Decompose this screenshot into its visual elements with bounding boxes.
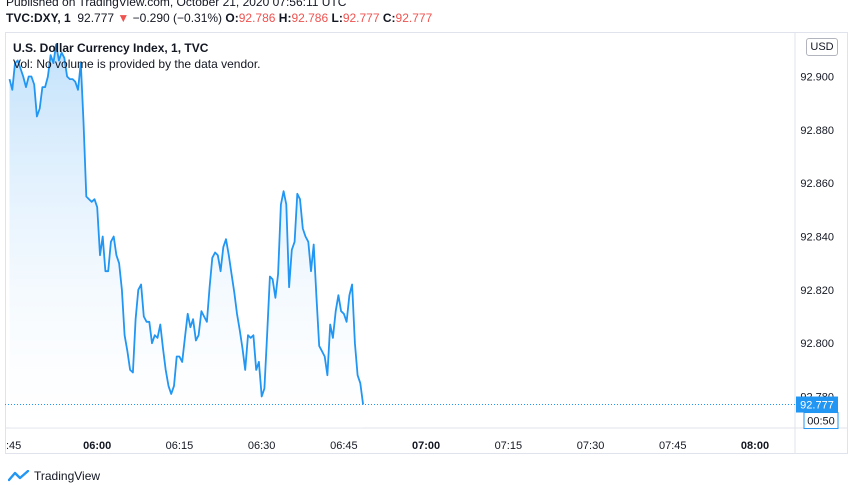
published-line: Published on TradingView.com, October 21… [6,0,347,9]
tradingview-logo-icon [8,470,30,482]
x-tick-label: 06:45 [330,440,358,452]
change-value: −0.290 (−0.31%) [132,11,223,25]
ohlc-bar: TVC:DXY, 1 92.777 ▼ −0.290 (−0.31%) O:92… [6,11,432,25]
price-line [8,43,364,405]
x-tick-label: 06:15 [166,440,194,452]
down-arrow-icon: ▼ [117,11,130,25]
high-value: 92.786 [291,11,329,25]
y-tick-label: 92.820 [800,285,834,297]
y-tick-label: 92.900 [800,71,834,83]
close-value: 92.777 [395,11,433,25]
countdown-label: 00:50 [803,412,839,430]
branding[interactable]: TradingView [8,469,100,483]
y-tick-label: 92.860 [800,178,834,190]
x-tick-label: 06:30 [248,440,276,452]
x-tick-label: 07:30 [577,440,605,452]
x-tick-label: 08:00 [741,440,769,452]
x-tick-label: 06:00 [83,440,111,452]
branding-name: TradingView [34,469,101,483]
x-tick-label: 07:15 [495,440,523,452]
high-label: H: [278,11,292,25]
chart-frame [5,32,848,454]
x-tick-label: 07:00 [412,440,440,452]
price-area-fill [9,44,364,428]
y-tick-label: 92.880 [800,125,834,137]
y-tick-label: 92.840 [800,232,834,244]
y-tick-label: 92.800 [800,338,834,350]
open-label: O: [225,11,239,25]
open-value: 92.786 [238,11,276,25]
x-axis: :45 06:00 06:15 06:30 06:45 07:00 07:15 07:30 07… [6,440,769,452]
low-value: 92.777 [342,11,380,25]
countdown-text: 00:50 [807,416,835,428]
low-label: L: [331,11,343,25]
currency-button[interactable]: USD [806,38,838,56]
volume-note: Vol: No volume is provided by the data v… [13,57,261,71]
last-price: 92.777 [77,11,115,25]
y-axis: 92.90092.88092.86092.84092.82092.80092.7… [800,71,834,403]
x-tick-label: :45 [6,440,21,452]
legend-title: U.S. Dollar Currency Index, 1, TVC [13,41,209,55]
close-label: C: [382,11,396,25]
price-label: 92.777 [796,396,838,413]
symbol-label: TVC:DXY, 1 [6,11,71,25]
x-tick-label: 07:45 [659,440,687,452]
price-label-text: 92.777 [800,400,834,412]
